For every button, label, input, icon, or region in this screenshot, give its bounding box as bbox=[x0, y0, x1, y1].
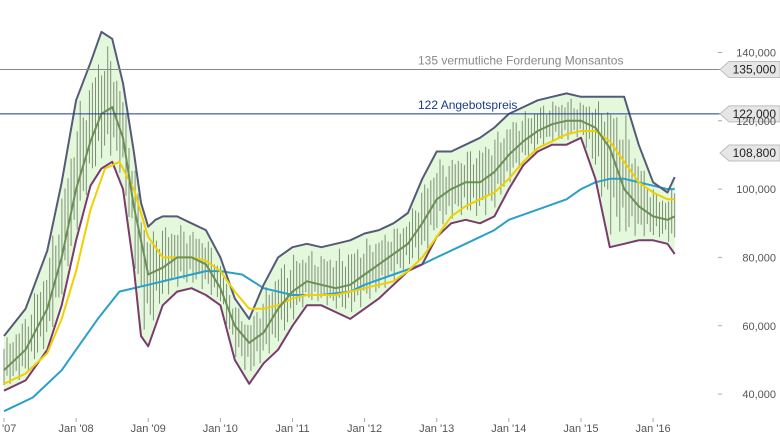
series-lower-band bbox=[3, 136, 676, 392]
reference-tag-0 bbox=[719, 61, 780, 78]
bollinger-band-fill bbox=[4, 31, 675, 391]
last-value-tag bbox=[719, 144, 780, 162]
x-tick-label: Jan '10 bbox=[203, 423, 238, 435]
x-tick-label: Jan '16 bbox=[636, 423, 671, 435]
reference-tag-label-0: 135,000 bbox=[733, 63, 777, 77]
reference-line-label-0: 135 vermutliche Forderung Monsantos bbox=[418, 54, 623, 68]
x-tick-label: Jan '13 bbox=[419, 423, 454, 435]
x-tick-label: '07 bbox=[2, 423, 16, 435]
series-short-ma bbox=[3, 106, 676, 371]
reference-line-group: 135 vermutliche Forderung Monsantos 135,0… bbox=[0, 54, 780, 162]
x-tick-label: Jan '15 bbox=[563, 423, 598, 435]
x-tick-label: Jan '09 bbox=[131, 423, 166, 435]
y-tick-label: 120,000 bbox=[736, 116, 776, 128]
band-fill-group bbox=[4, 31, 675, 391]
reference-tag-1 bbox=[719, 105, 780, 123]
series-upper-band bbox=[3, 30, 676, 337]
y-tick-label: 40,000 bbox=[742, 389, 776, 401]
y-tick-label: 140,000 bbox=[736, 47, 776, 59]
x-tick-label: Jan '12 bbox=[347, 423, 382, 435]
last-value-tag-label: 108,800 bbox=[733, 146, 777, 160]
axis-group: 40,000 60,000 80,000 100,000 120,000 140,000 '… bbox=[2, 47, 776, 435]
reference-line-label-1: 122 Angebotspreis bbox=[418, 98, 517, 112]
series-long-ma bbox=[3, 177, 675, 413]
x-tick-label: Jan '14 bbox=[491, 423, 526, 435]
y-tick-label: 80,000 bbox=[742, 252, 776, 264]
reference-tag-label-1: 122,000 bbox=[733, 107, 777, 121]
y-tick-label: 100,000 bbox=[736, 184, 776, 196]
series-line-group bbox=[3, 30, 676, 413]
y-tick-label: 60,000 bbox=[742, 321, 776, 333]
x-tick-label: Jan '11 bbox=[275, 423, 309, 435]
x-tick-label: Jan '08 bbox=[59, 423, 94, 435]
